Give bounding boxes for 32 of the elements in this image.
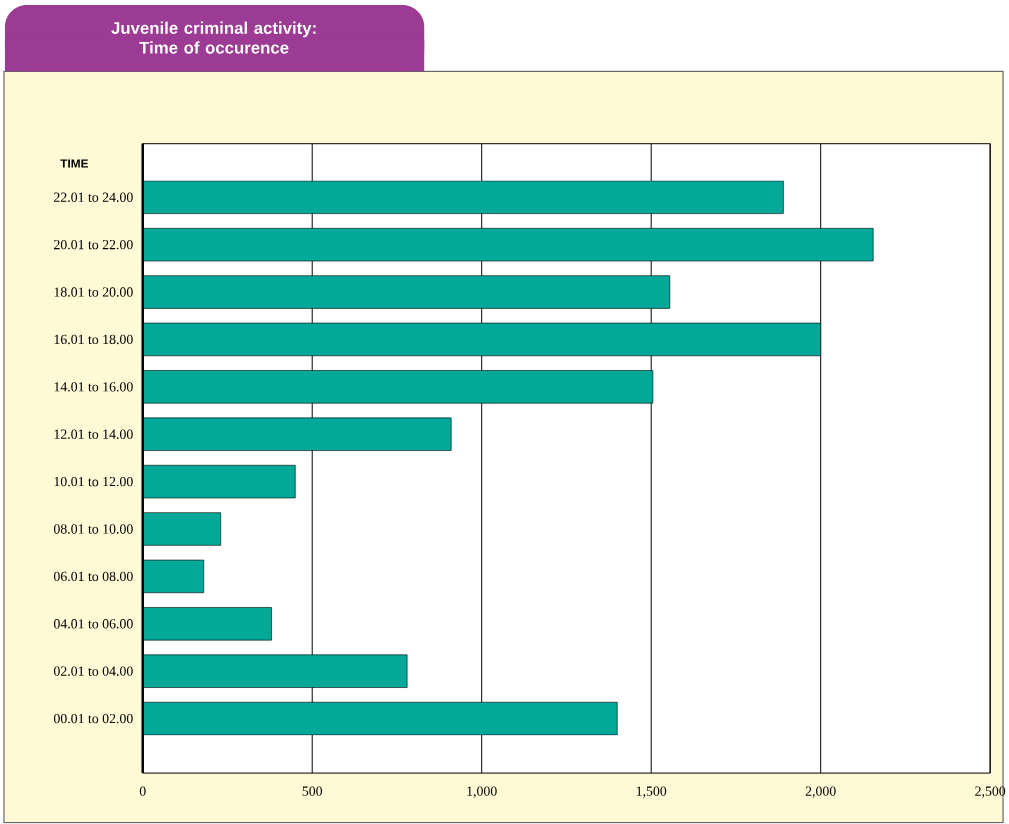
x-tick-label: 1,500 — [636, 786, 667, 798]
y-tick-label: 12.01 to 14.00 — [54, 429, 133, 440]
bar — [142, 322, 821, 357]
y-tick-label: 04.01 to 06.00 — [53, 619, 133, 629]
bar — [142, 654, 408, 689]
bar — [142, 180, 784, 215]
bar — [142, 228, 874, 262]
y-tick-label: 08.01 to 10.00 — [53, 524, 133, 534]
bar — [142, 607, 272, 641]
y-tick-label: 10.01 to 12.00 — [54, 477, 133, 487]
y-tick-label: 18.01 to 20.00 — [54, 287, 133, 297]
y-tick-label: 02.01 to 04.00 — [53, 666, 133, 677]
y-tick-label: 20.01 to 22.00 — [54, 240, 133, 250]
bar — [142, 512, 221, 546]
x-tick-label: 0 — [139, 786, 146, 797]
x-tick-label: 2,500 — [975, 786, 1006, 798]
x-tick-label: 2,000 — [805, 786, 836, 798]
y-tick-label: 00.01 to 02.00 — [53, 714, 133, 724]
y-axis-title: TIME — [60, 159, 89, 168]
bar — [142, 465, 296, 499]
bar — [142, 275, 671, 309]
x-tick-label: 500 — [302, 786, 323, 797]
bar — [142, 702, 618, 736]
y-tick-label: 16.01 to 18.00 — [54, 334, 133, 345]
x-tick-label: 1,000 — [467, 786, 497, 798]
y-tick-label: 22.01 to 24.00 — [54, 192, 133, 203]
chart-title: Juvenile criminal activity: Time of occurence — [111, 21, 316, 54]
bar — [142, 417, 452, 452]
bar — [142, 559, 205, 594]
y-tick-label: 06.01 to 08.00 — [53, 571, 133, 582]
bar — [142, 370, 654, 404]
y-tick-label: 14.01 to 16.00 — [54, 382, 133, 392]
